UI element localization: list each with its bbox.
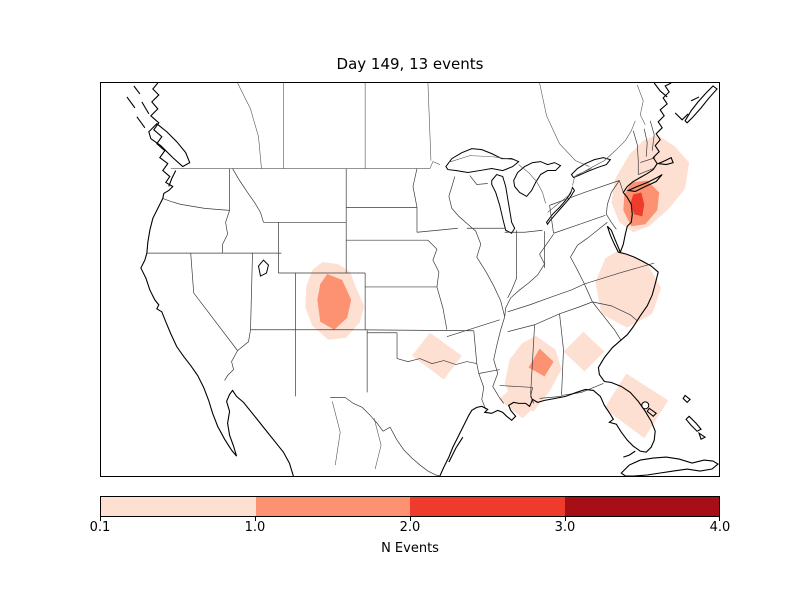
chart-title: Day 149, 13 events — [336, 55, 484, 73]
event-patch-florida — [604, 373, 669, 439]
us-canada-border — [170, 84, 646, 213]
cape-cod — [656, 156, 674, 166]
gulf-atlantic-coast — [439, 83, 672, 476]
canada-province-borders — [237, 83, 590, 169]
event-patch-mississippi-alabama-outer — [504, 335, 562, 412]
colorbar-ticklabel-4: 4.0 — [709, 520, 731, 535]
colorbar-ticklabel-2: 2.0 — [399, 520, 421, 535]
nova-scotia — [653, 83, 718, 124]
west-state-borders — [146, 168, 500, 476]
state-borders — [146, 120, 656, 476]
florida-keys — [623, 450, 636, 458]
bahamas — [646, 394, 707, 440]
colorbar-tick-4 — [719, 517, 720, 521]
event-patch-georgia — [563, 331, 605, 372]
colorbar-ticklabel-1: 1.0 — [244, 520, 266, 535]
colorbar-tick-3 — [565, 517, 566, 521]
cuba — [620, 456, 719, 476]
colorbar — [100, 496, 720, 517]
map-axes — [100, 82, 720, 477]
coastlines — [126, 83, 719, 476]
east-state-borders — [549, 180, 655, 285]
lake-erie — [545, 186, 576, 226]
colorbar-segment-1 — [101, 497, 256, 516]
bc-islands — [126, 85, 177, 187]
lake-huron — [513, 161, 562, 198]
colorbar-tick-2 — [410, 517, 411, 521]
event-patch-colorado-inner — [317, 274, 352, 330]
colorbar-tick-0 — [100, 517, 101, 521]
long-island — [626, 174, 663, 193]
colorbar-ticklabel-0: 0.1 — [89, 520, 111, 535]
colorbar-tick-1 — [255, 517, 256, 521]
event-patch-oklahoma — [411, 332, 462, 380]
northeast-state-borders — [632, 120, 656, 175]
colorbar-segment-2 — [255, 497, 410, 516]
texas-barrier-island — [448, 436, 464, 463]
great-salt-lake — [257, 259, 270, 277]
us-event-map — [126, 83, 719, 476]
event-patch-new-jersey-core — [630, 192, 645, 217]
pacific-coast — [140, 83, 294, 476]
colorbar-ticklabel-3: 3.0 — [554, 520, 576, 535]
lake-superior — [445, 148, 520, 174]
colorbar-segment-3 — [410, 497, 565, 516]
country-borders — [170, 83, 646, 470]
event-patch-mississippi-alabama-inner — [528, 348, 554, 377]
midwest-south-state-borders — [448, 175, 638, 404]
vancouver-island — [148, 123, 191, 168]
lake-okeechobee — [641, 401, 650, 410]
colorbar-axis-label: N Events — [381, 541, 439, 556]
colorbar-segment-4 — [564, 497, 719, 516]
event-patch-north-carolina — [595, 250, 662, 328]
mexico-state-borders — [331, 401, 382, 470]
lake-michigan — [491, 173, 516, 234]
